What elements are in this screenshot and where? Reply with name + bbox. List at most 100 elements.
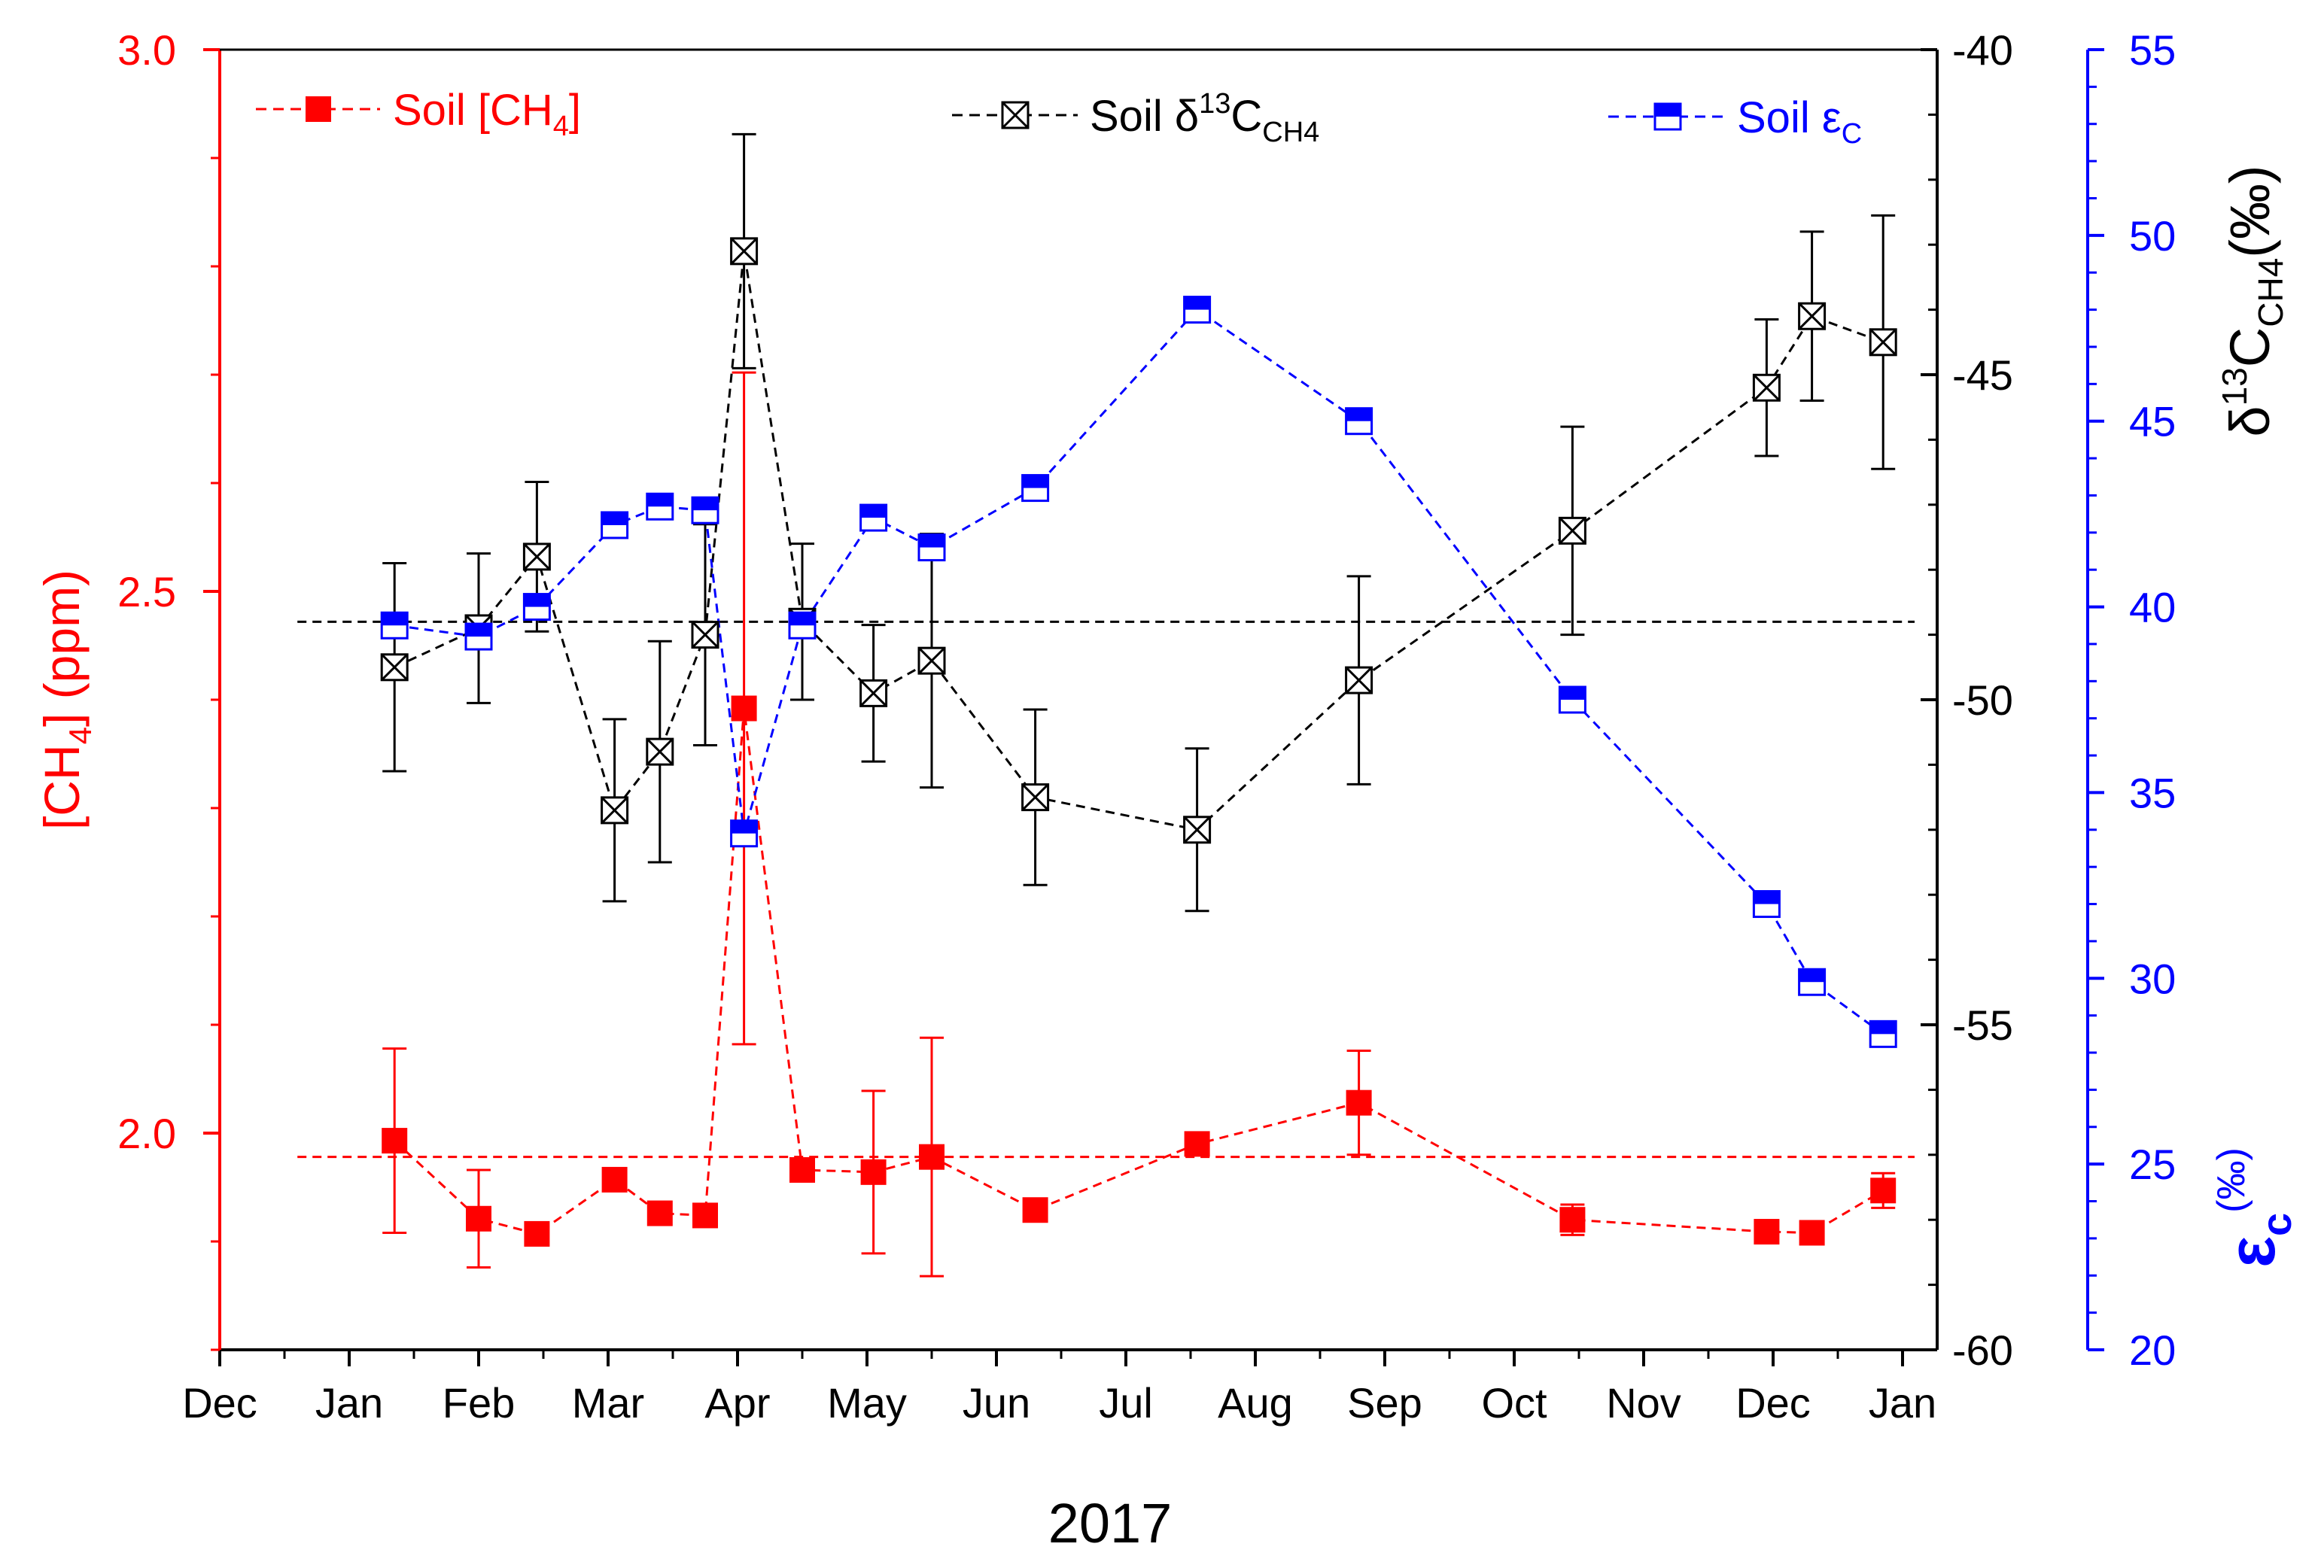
x-tick-label: Aug: [1218, 1379, 1293, 1427]
data-point-ch4: [601, 1166, 628, 1193]
data-point-d13c: [1558, 516, 1586, 545]
data-point-eps: [1558, 685, 1586, 714]
legend-d13c-label: Soil δ13CCH4: [1090, 88, 1319, 148]
data-point-d13c: [730, 237, 759, 266]
legend-ch4-marker: [306, 96, 331, 122]
reference-lines: [297, 620, 1915, 1159]
x-tick-label: Jan: [315, 1379, 383, 1427]
markers: [380, 237, 1897, 1247]
right-d13c-tick-label: -50: [1952, 676, 2013, 724]
x-axis-title: 2017: [1048, 1492, 1173, 1554]
data-point-ch4: [1346, 1089, 1372, 1116]
legend-eps-label: Soil εC: [1737, 93, 1862, 150]
data-point-eps: [1869, 1020, 1897, 1048]
data-point-eps: [380, 611, 409, 640]
data-point-eps: [1021, 474, 1050, 503]
data-point-ch4: [1022, 1197, 1048, 1223]
data-point-ch4: [919, 1144, 945, 1170]
x-tick-label: Jun: [963, 1379, 1030, 1427]
legend-eps-marker: [1653, 102, 1682, 131]
data-point-eps: [646, 492, 674, 521]
data-point-d13c: [1183, 816, 1212, 844]
right-axis-eps-ticks: 20 25 30 35 40 45 50 55: [2088, 26, 2176, 1374]
data-point-d13c: [1345, 666, 1373, 694]
right-d13c-tick-label: -40: [1952, 26, 2013, 74]
data-point-ch4: [382, 1128, 408, 1154]
x-tick-label: May: [827, 1379, 907, 1427]
x-axis-ticks: Dec Jan Feb Mar Apr May Jun Jul Aug Sep Oct Nov Dec J…: [182, 1350, 1936, 1427]
data-point-ch4: [646, 1200, 673, 1226]
data-point-ch4: [1754, 1219, 1780, 1245]
data-point-d13c: [859, 679, 888, 707]
data-point-ch4: [466, 1205, 491, 1232]
x-tick-label: Mar: [572, 1379, 644, 1427]
data-point-eps: [522, 593, 551, 621]
x-tick-label: Sep: [1347, 1379, 1422, 1427]
right-axis-d13c-title: δ13CCH4(‰): [2215, 165, 2290, 436]
data-point-d13c: [380, 653, 409, 682]
data-point-ch4: [1799, 1220, 1825, 1246]
data-point-eps: [859, 503, 888, 532]
x-tick-label: Nov: [1606, 1379, 1681, 1427]
x-tick-label: Feb: [443, 1379, 516, 1427]
x-tick-label: Apr: [704, 1379, 770, 1427]
data-point-ch4: [1870, 1178, 1897, 1204]
left-tick-label: 2.0: [117, 1110, 176, 1157]
data-point-eps: [788, 611, 817, 640]
data-point-eps: [1798, 968, 1827, 996]
legend: Soil [CH4] Soil δ13CCH4 Soil εC: [256, 86, 1862, 150]
right-eps-tick-label: 30: [2129, 955, 2176, 1002]
right-eps-tick-label: 35: [2129, 769, 2176, 816]
right-d13c-tick-label: -45: [1952, 351, 2013, 399]
x-tick-label: Jul: [1099, 1379, 1153, 1427]
right-eps-tick-label: 55: [2129, 26, 2176, 74]
x-tick-label: Oct: [1481, 1379, 1547, 1427]
right-eps-tick-label: 40: [2129, 584, 2176, 631]
data-point-eps: [1345, 407, 1373, 436]
right-eps-tick-label: 50: [2129, 212, 2176, 260]
data-point-d13c: [601, 796, 629, 825]
data-point-eps: [464, 622, 493, 651]
data-point-ch4: [524, 1220, 550, 1247]
left-axis-ticks: 2.0 2.5 3.0: [117, 26, 220, 1351]
data-point-ch4: [731, 695, 757, 722]
legend-item-eps: Soil εC: [1608, 93, 1862, 150]
data-point-eps: [691, 496, 719, 524]
data-point-ch4: [692, 1202, 718, 1229]
right-eps-tick-label: 20: [2129, 1326, 2176, 1374]
right-axis-eps-title: εc(‰): [2210, 1147, 2300, 1268]
data-point-d13c: [1752, 373, 1781, 402]
data-point-eps: [1183, 296, 1212, 324]
left-tick-label: 3.0: [117, 26, 176, 74]
legend-item-d13c: Soil δ13CCH4: [952, 88, 1319, 148]
data-point-eps: [601, 511, 629, 539]
right-axis-d13c-ticks: -60 -55 -50 -45 -40: [1921, 26, 2013, 1374]
right-d13c-tick-label: -60: [1952, 1326, 2013, 1374]
data-point-ch4: [789, 1156, 815, 1183]
x-tick-label: Dec: [1735, 1379, 1811, 1427]
data-point-d13c: [691, 621, 719, 649]
x-tick-label: Jan: [1869, 1379, 1936, 1427]
data-point-ch4: [1559, 1207, 1586, 1233]
right-eps-tick-label: 45: [2129, 398, 2176, 445]
x-tick-label: Dec: [182, 1379, 257, 1427]
legend-item-ch4: Soil [CH4]: [256, 86, 581, 142]
data-point-d13c: [917, 646, 946, 675]
data-point-d13c: [1021, 783, 1050, 812]
data-point-eps: [730, 819, 759, 848]
data-point-d13c: [646, 737, 674, 766]
left-axis-title: [CH4] (ppm): [34, 570, 98, 830]
legend-ch4-label: Soil [CH4]: [393, 86, 581, 142]
data-point-ch4: [860, 1159, 887, 1185]
data-point-ch4: [1184, 1131, 1210, 1157]
right-eps-tick-label: 25: [2129, 1141, 2176, 1188]
left-tick-label: 2.5: [117, 568, 176, 615]
data-point-d13c: [1798, 302, 1827, 330]
data-point-eps: [917, 533, 946, 562]
data-point-d13c: [1869, 328, 1897, 357]
legend-d13c-marker: [1001, 101, 1030, 129]
data-point-eps: [1752, 890, 1781, 919]
data-point-d13c: [522, 542, 551, 571]
right-d13c-tick-label: -55: [1952, 1001, 2013, 1049]
